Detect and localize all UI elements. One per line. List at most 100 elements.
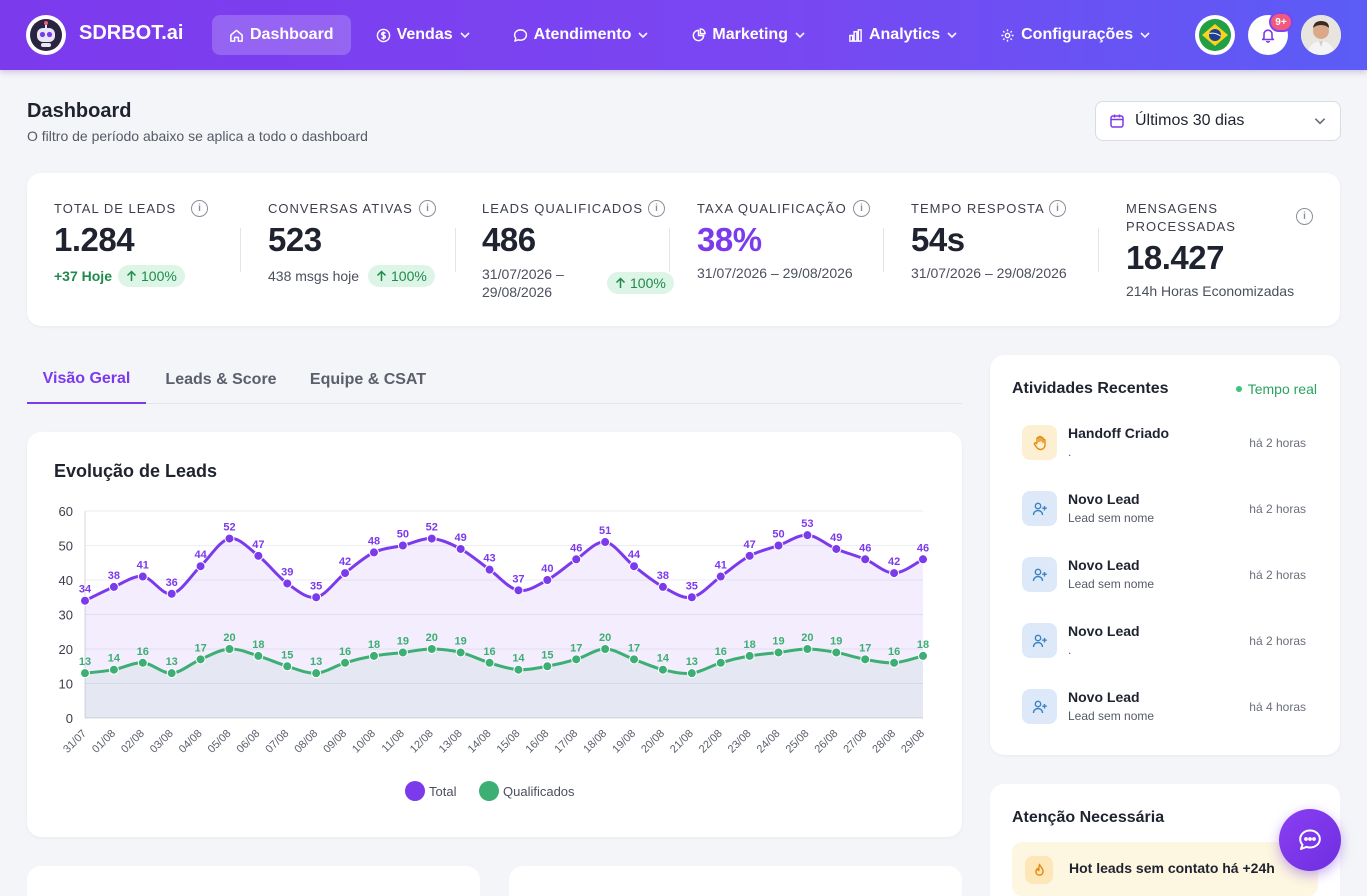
y-tick-label: 20 xyxy=(59,642,73,657)
legend-label: Total xyxy=(429,784,457,799)
data-point xyxy=(224,644,235,654)
data-point xyxy=(253,550,264,561)
user-avatar[interactable] xyxy=(1301,15,1341,55)
data-label: 13 xyxy=(79,656,91,668)
x-tick-label: 27/08 xyxy=(841,728,869,756)
nav-analytics[interactable]: Analytics xyxy=(831,15,975,55)
nav-dashboard[interactable]: Dashboard xyxy=(212,15,351,55)
x-tick-label: 12/08 xyxy=(408,728,436,756)
tab-leads-score[interactable]: Leads & Score xyxy=(165,370,277,388)
x-tick-label: 26/08 xyxy=(812,728,840,756)
activity-desc: Lead sem nome xyxy=(1068,511,1155,525)
language-selector[interactable] xyxy=(1195,15,1235,55)
data-point xyxy=(715,571,726,582)
kpi-divider xyxy=(669,228,670,272)
attention-item[interactable]: Hot leads sem contato há +24h xyxy=(1012,842,1318,896)
info-icon[interactable]: i xyxy=(1049,200,1066,217)
calendar-icon xyxy=(1110,114,1124,128)
nav-atendimento[interactable]: Atendimento xyxy=(496,15,667,55)
data-label: 37 xyxy=(512,573,524,585)
data-point xyxy=(629,654,640,665)
data-point xyxy=(629,561,640,572)
data-point xyxy=(397,647,408,658)
bottom-card-right xyxy=(509,866,962,896)
x-tick-label: 25/08 xyxy=(784,728,812,756)
kpi-card: TOTAL DE LEADS i 1.284 +37 Hoje 100% CON… xyxy=(27,173,1340,326)
data-label: 16 xyxy=(137,646,149,658)
legend-swatch xyxy=(405,781,425,801)
data-label: 19 xyxy=(397,635,409,647)
data-label: 46 xyxy=(859,542,871,554)
user-plus-icon xyxy=(1022,491,1057,526)
nav-label: Atendimento xyxy=(533,26,632,43)
nav-marketing[interactable]: Marketing xyxy=(674,15,823,55)
activity-item[interactable]: Handoff Criado . há 2 horas xyxy=(1012,419,1318,469)
info-icon[interactable]: i xyxy=(419,200,436,217)
legend-swatch xyxy=(479,781,499,801)
y-tick-label: 40 xyxy=(59,573,73,588)
tab-visao-geral[interactable]: Visão Geral xyxy=(27,355,146,404)
x-tick-label: 01/08 xyxy=(90,728,118,756)
brazil-flag-icon xyxy=(1199,19,1231,51)
realtime-label: Tempo real xyxy=(1247,381,1317,397)
activity-desc: . xyxy=(1068,643,1072,657)
activity-name: Handoff Criado xyxy=(1068,425,1170,441)
x-tick-label: 03/08 xyxy=(148,728,176,756)
y-tick-label: 50 xyxy=(59,539,73,554)
data-label: 47 xyxy=(743,539,755,551)
data-label: 36 xyxy=(166,577,178,589)
x-tick-label: 22/08 xyxy=(697,728,725,756)
data-label: 49 xyxy=(830,532,842,544)
x-tick-label: 16/08 xyxy=(524,728,552,756)
data-label: 20 xyxy=(801,632,813,644)
chat-support-button[interactable] xyxy=(1279,809,1341,871)
x-tick-label: 18/08 xyxy=(581,728,609,756)
info-icon[interactable]: i xyxy=(648,200,665,217)
data-point xyxy=(860,554,871,565)
data-point xyxy=(831,543,842,554)
data-point xyxy=(166,668,177,679)
period-select[interactable]: Últimos 30 dias xyxy=(1095,101,1341,141)
x-tick-label: 17/08 xyxy=(552,728,580,756)
data-point xyxy=(253,650,264,661)
chevron-down-icon xyxy=(947,32,957,39)
x-tick-label: 10/08 xyxy=(350,728,378,756)
x-tick-label: 08/08 xyxy=(292,728,320,756)
live-dot-icon xyxy=(1235,386,1242,392)
data-label: 16 xyxy=(339,646,351,658)
data-label: 49 xyxy=(455,532,467,544)
attention-title: Atenção Necessária xyxy=(1012,809,1165,826)
chevron-down-icon xyxy=(1140,32,1150,39)
recent-activities-card: Atividades Recentes Tempo real Handoff C… xyxy=(990,355,1340,755)
data-label: 13 xyxy=(310,656,322,668)
user-plus-icon xyxy=(1022,689,1057,724)
gear-icon xyxy=(1001,28,1014,42)
activity-item[interactable]: Novo Lead Lead sem nome há 4 horas xyxy=(1012,683,1318,733)
data-point xyxy=(340,657,351,668)
data-label: 43 xyxy=(483,553,495,565)
brand-name[interactable]: SDRBOT.ai xyxy=(79,22,184,44)
info-icon[interactable]: i xyxy=(853,200,870,217)
data-point xyxy=(600,644,611,654)
brand-logo[interactable] xyxy=(26,15,66,55)
nav-vendas[interactable]: Vendas xyxy=(359,15,488,55)
arrow-up-icon xyxy=(615,277,626,288)
activity-time: há 2 horas xyxy=(1249,436,1306,450)
x-tick-label: 07/08 xyxy=(263,728,291,756)
data-label: 44 xyxy=(628,549,641,561)
data-label: 17 xyxy=(628,642,640,654)
activity-item[interactable]: Novo Lead Lead sem nome há 2 horas xyxy=(1012,551,1318,601)
data-point xyxy=(426,533,437,544)
activity-item[interactable]: Novo Lead . há 2 horas xyxy=(1012,617,1318,667)
x-tick-label: 15/08 xyxy=(495,728,523,756)
data-point xyxy=(137,657,148,668)
info-icon[interactable]: i xyxy=(191,200,208,217)
activity-item[interactable]: Novo Lead Lead sem nome há 2 horas xyxy=(1012,485,1318,535)
data-label: 18 xyxy=(743,639,755,651)
info-icon[interactable]: i xyxy=(1296,208,1313,225)
arrow-up-icon xyxy=(126,270,137,281)
nav-configuracoes[interactable]: Configurações xyxy=(983,15,1168,55)
kpi-divider xyxy=(1098,228,1099,272)
y-tick-label: 60 xyxy=(59,504,73,519)
tab-equipe-csat[interactable]: Equipe & CSAT xyxy=(309,370,427,388)
